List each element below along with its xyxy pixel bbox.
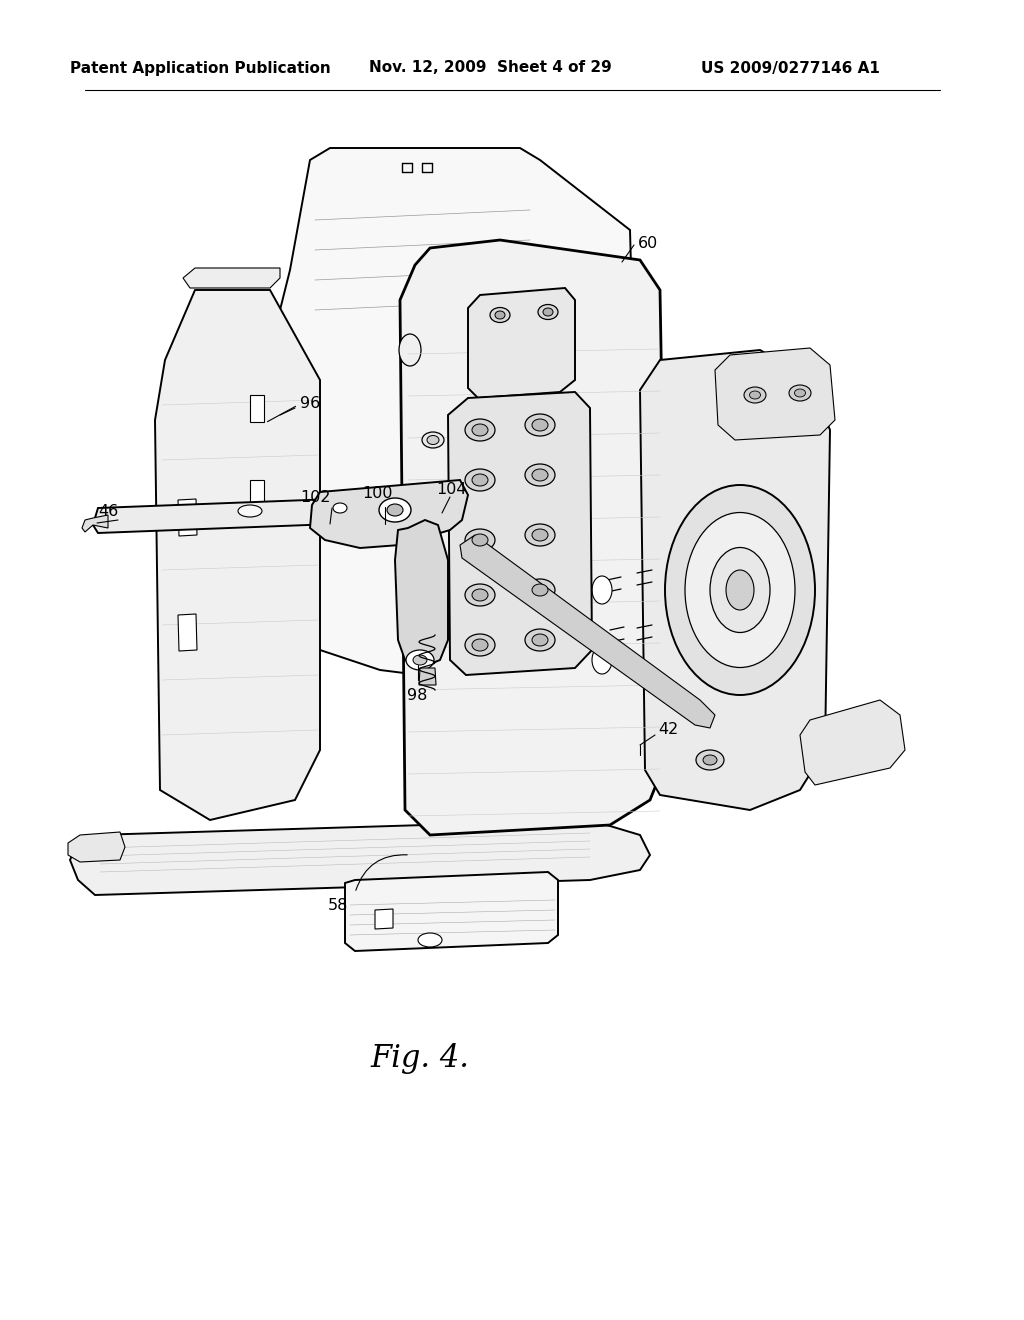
- Ellipse shape: [525, 630, 555, 651]
- Polygon shape: [345, 873, 558, 950]
- Ellipse shape: [333, 503, 347, 513]
- Text: 104: 104: [437, 483, 467, 498]
- Polygon shape: [800, 700, 905, 785]
- Polygon shape: [449, 392, 592, 675]
- Ellipse shape: [696, 750, 724, 770]
- Polygon shape: [178, 614, 197, 651]
- Ellipse shape: [744, 387, 766, 403]
- Ellipse shape: [399, 334, 421, 366]
- Ellipse shape: [703, 755, 717, 766]
- Polygon shape: [183, 268, 280, 288]
- Ellipse shape: [525, 524, 555, 546]
- Ellipse shape: [710, 548, 770, 632]
- Text: Nov. 12, 2009  Sheet 4 of 29: Nov. 12, 2009 Sheet 4 of 29: [369, 61, 611, 75]
- Ellipse shape: [532, 418, 548, 432]
- Text: 102: 102: [301, 491, 331, 506]
- Ellipse shape: [472, 639, 488, 651]
- Ellipse shape: [465, 529, 495, 550]
- Polygon shape: [68, 832, 125, 862]
- Ellipse shape: [465, 418, 495, 441]
- Ellipse shape: [525, 465, 555, 486]
- Ellipse shape: [538, 305, 558, 319]
- Ellipse shape: [543, 308, 553, 315]
- Polygon shape: [419, 668, 436, 685]
- Text: 58: 58: [328, 898, 348, 912]
- Polygon shape: [250, 395, 264, 422]
- Ellipse shape: [532, 529, 548, 541]
- Ellipse shape: [330, 503, 340, 511]
- Polygon shape: [178, 499, 197, 536]
- Ellipse shape: [795, 389, 806, 397]
- Text: 60: 60: [638, 235, 658, 251]
- Ellipse shape: [525, 414, 555, 436]
- Ellipse shape: [465, 634, 495, 656]
- Ellipse shape: [465, 469, 495, 491]
- Polygon shape: [468, 288, 575, 399]
- Ellipse shape: [427, 436, 439, 445]
- Polygon shape: [82, 515, 108, 532]
- Ellipse shape: [406, 649, 434, 671]
- Polygon shape: [250, 480, 264, 507]
- Ellipse shape: [525, 579, 555, 601]
- Text: 42: 42: [657, 722, 678, 738]
- Text: US 2009/0277146 A1: US 2009/0277146 A1: [700, 61, 880, 75]
- Polygon shape: [460, 535, 715, 729]
- Ellipse shape: [665, 484, 815, 696]
- Text: 100: 100: [362, 486, 393, 500]
- Text: 98: 98: [407, 688, 427, 702]
- Polygon shape: [93, 490, 575, 533]
- Ellipse shape: [490, 308, 510, 322]
- Ellipse shape: [472, 589, 488, 601]
- Ellipse shape: [750, 391, 761, 399]
- Ellipse shape: [592, 576, 612, 605]
- Ellipse shape: [726, 570, 754, 610]
- Ellipse shape: [472, 535, 488, 546]
- Polygon shape: [715, 348, 835, 440]
- Text: Fig. 4.: Fig. 4.: [371, 1043, 469, 1073]
- Ellipse shape: [472, 424, 488, 436]
- Ellipse shape: [495, 312, 505, 319]
- Ellipse shape: [413, 655, 427, 665]
- Polygon shape: [155, 290, 319, 820]
- Ellipse shape: [238, 506, 262, 517]
- Text: 96: 96: [300, 396, 321, 411]
- Ellipse shape: [379, 498, 411, 521]
- Ellipse shape: [477, 418, 503, 451]
- Polygon shape: [395, 520, 449, 668]
- Ellipse shape: [465, 583, 495, 606]
- Polygon shape: [210, 148, 640, 680]
- Ellipse shape: [532, 583, 548, 597]
- Ellipse shape: [685, 512, 795, 668]
- Ellipse shape: [592, 645, 612, 675]
- Ellipse shape: [532, 634, 548, 645]
- Polygon shape: [375, 909, 393, 929]
- Ellipse shape: [472, 474, 488, 486]
- Text: 46: 46: [98, 504, 118, 520]
- Text: Patent Application Publication: Patent Application Publication: [70, 61, 331, 75]
- Polygon shape: [640, 350, 830, 810]
- Polygon shape: [310, 480, 468, 548]
- Ellipse shape: [532, 469, 548, 480]
- Ellipse shape: [387, 504, 403, 516]
- Ellipse shape: [422, 432, 444, 447]
- Ellipse shape: [418, 933, 442, 946]
- Polygon shape: [400, 240, 668, 836]
- Ellipse shape: [790, 385, 811, 401]
- Polygon shape: [70, 820, 650, 895]
